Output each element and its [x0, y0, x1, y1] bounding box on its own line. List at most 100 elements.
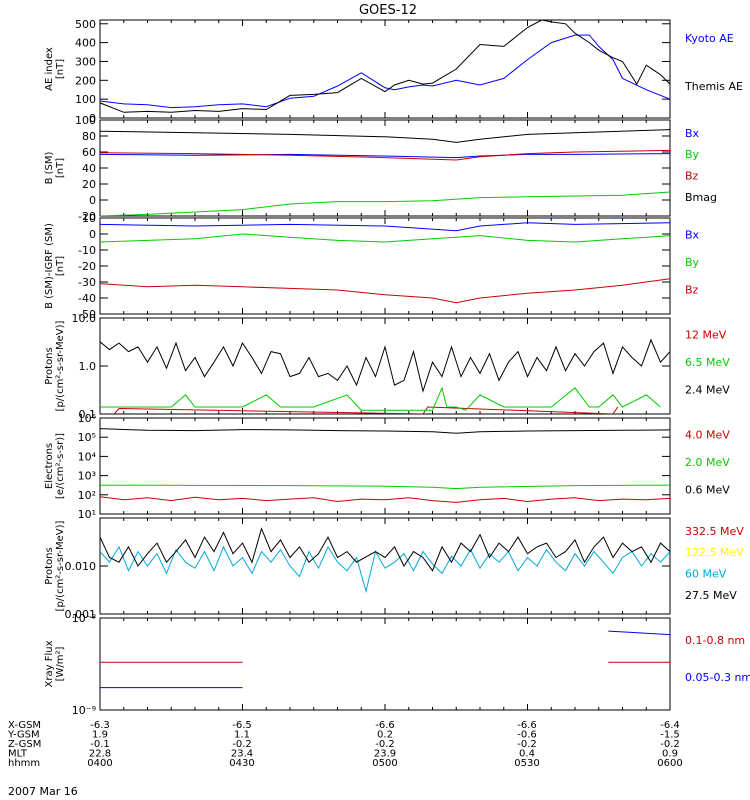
ephemeris-value: -0.2 [232, 739, 252, 750]
y-tick-label: 10³ [78, 470, 96, 483]
y-tick-label: 300 [75, 55, 96, 68]
legend-label: 12 MeV [685, 328, 727, 341]
panel-bigrf: -50 -40 -30 -20 -10 0 10 B (SM)-IGRF (SM)[nT] Bx… [44, 212, 700, 321]
series-line-themis-ae [100, 20, 670, 113]
series-line-bmag [100, 129, 670, 143]
panel-frame [99, 617, 671, 711]
ephemeris-row-label: X-GSM [8, 720, 41, 731]
ephemeris-value: 0.2 [377, 730, 393, 741]
ephemeris-date: 2007 Mar 16 [8, 785, 78, 798]
y-tick-label: 1.0 [79, 360, 97, 373]
y-axis-label-line: Protons [44, 547, 55, 584]
ephemeris-value: 1.9 [92, 730, 108, 741]
y-tick-label: 400 [75, 37, 96, 50]
y-axis-label: B (SM)[nT] [44, 151, 66, 184]
y-tick-label: 10² [78, 489, 96, 502]
y-tick-label: 10⁻⁹ [72, 704, 96, 717]
ephemeris-value: 0500 [372, 758, 397, 769]
y-tick-label: 40 [82, 162, 96, 175]
y-tick-label: 0 [89, 228, 96, 241]
y-axis-label: Protons[p/(cm²-s-sr-MeV)] [44, 520, 66, 611]
ephemeris-row-label: Y-GSM [7, 730, 40, 741]
ephemeris-value: 23.4 [231, 749, 253, 760]
ephemeris-value: -6.4 [660, 720, 680, 731]
ephemeris-value: -1.5 [660, 730, 680, 741]
series-line-6-5-mev [100, 386, 661, 411]
y-axis-label-line: B (SM) [44, 151, 55, 184]
ephemeris-row-label: MLT [8, 749, 28, 760]
legend-label: 2.0 MeV [685, 456, 730, 469]
legend-label: 0.05-0.3 nm [685, 671, 750, 684]
y-axis-label-line: Xray Flux [44, 640, 55, 687]
y-axis-label: B (SM)-IGRF (SM)[nT] [44, 223, 66, 309]
legend-label: Bx [685, 127, 700, 140]
series-line-by [100, 233, 670, 243]
series-line-0-05-0-3-nm [608, 630, 670, 636]
panel-frame [99, 217, 671, 315]
ephemeris-value: 0600 [657, 758, 682, 769]
y-axis-label: AE index[nT] [44, 47, 66, 91]
y-tick-label: 100 [75, 114, 96, 127]
legend-label: Themis AE [684, 80, 743, 93]
ephemeris-value: -6.6 [375, 720, 395, 731]
y-axis-label: Electrons[e/(cm²-s-sr)] [44, 433, 66, 499]
legend-label: 332.5 MeV [685, 525, 744, 538]
series-line-bz [100, 149, 670, 161]
legend-label: Bz [685, 169, 699, 182]
y-tick-label: 20 [82, 178, 96, 191]
y-tick-label: -30 [78, 276, 96, 289]
ephemeris-value: -0.2 [660, 739, 680, 750]
y-tick-label: 0 [89, 112, 96, 125]
y-tick-label: -20 [78, 260, 96, 273]
ephemeris-value: -0.2 [517, 739, 537, 750]
y-tick-label: 10 [82, 212, 96, 225]
y-axis-label-line: [p/(cm²-s-sr-MeV)] [55, 320, 66, 411]
legend-label: By [685, 256, 700, 269]
series-line-0-6-mev [100, 428, 670, 434]
y-tick-label: 0 [89, 194, 96, 207]
ephemeris-value: 0.9 [662, 749, 678, 760]
ephemeris-value: 0530 [514, 758, 539, 769]
y-axis-label-line: [nT] [55, 256, 66, 276]
y-axis-label-line: Electrons [44, 443, 55, 489]
y-tick-label: -10 [78, 244, 96, 257]
y-axis-label: Xray Flux[W/m²] [44, 640, 66, 687]
ephemeris-value: -6.5 [232, 720, 252, 731]
y-tick-label: -20 [78, 210, 96, 223]
y-tick-label: 10¹ [78, 508, 96, 521]
ephemeris-value: 23.9 [374, 749, 396, 760]
panel-protons_low: 0.1 1.0 10.0 Protons[p/(cm²-s-sr-MeV)] 12 Me… [44, 312, 730, 421]
y-axis-label: Protons[p/(cm²-s-sr-MeV)] [44, 320, 66, 411]
legend-label: Bz [685, 283, 699, 296]
legend-label: Bmag [685, 191, 717, 204]
ephemeris-block: 2007 Mar 16 X-GSM -6.3 -6.5 -6.6 -6.6 -6.4 Y-G… [7, 720, 683, 798]
y-axis-label-line: [p/(cm²-s-sr-MeV)] [55, 520, 66, 611]
y-axis-label-line: [e/(cm²-s-sr)] [55, 433, 66, 499]
ephemeris-value: 0430 [229, 758, 254, 769]
ephemeris-row-label: hhmm [8, 758, 40, 769]
y-tick-label: 10⁻⁸ [72, 612, 97, 625]
y-tick-label: -40 [78, 292, 96, 305]
y-tick-label: 60 [82, 146, 96, 159]
y-axis-label-line: [nT] [55, 158, 66, 178]
ephemeris-value: -6.3 [90, 720, 110, 731]
y-axis-label-line: B (SM)-IGRF (SM) [44, 223, 55, 309]
series-line-kyoto-ae [100, 34, 670, 109]
legend-label: 27.5 MeV [685, 589, 737, 602]
legend-label: 4.0 MeV [685, 428, 730, 441]
legend-label: 0.6 MeV [685, 483, 730, 496]
series-line-bx [100, 222, 670, 232]
legend-label: Bx [685, 228, 700, 241]
panel-xray: 10⁻⁹ 10⁻⁸ Xray Flux[W/m²] 0.1-0.8 nm 0.05-0.… [44, 612, 750, 717]
series-line-60-mev [100, 545, 670, 594]
series-line-bz [100, 278, 670, 304]
y-tick-label: 10⁵ [78, 431, 96, 444]
y-tick-label: 10⁴ [78, 450, 97, 463]
panel-electrons: 10¹ 10² 10³ 10⁴ 10⁵ 10⁶ Electrons[e/(cm²-s-sr)… [44, 412, 730, 521]
ephemeris-value: -0.2 [375, 739, 395, 750]
y-tick-label: 80 [82, 130, 96, 143]
series-line-4-0-mev [100, 496, 670, 503]
